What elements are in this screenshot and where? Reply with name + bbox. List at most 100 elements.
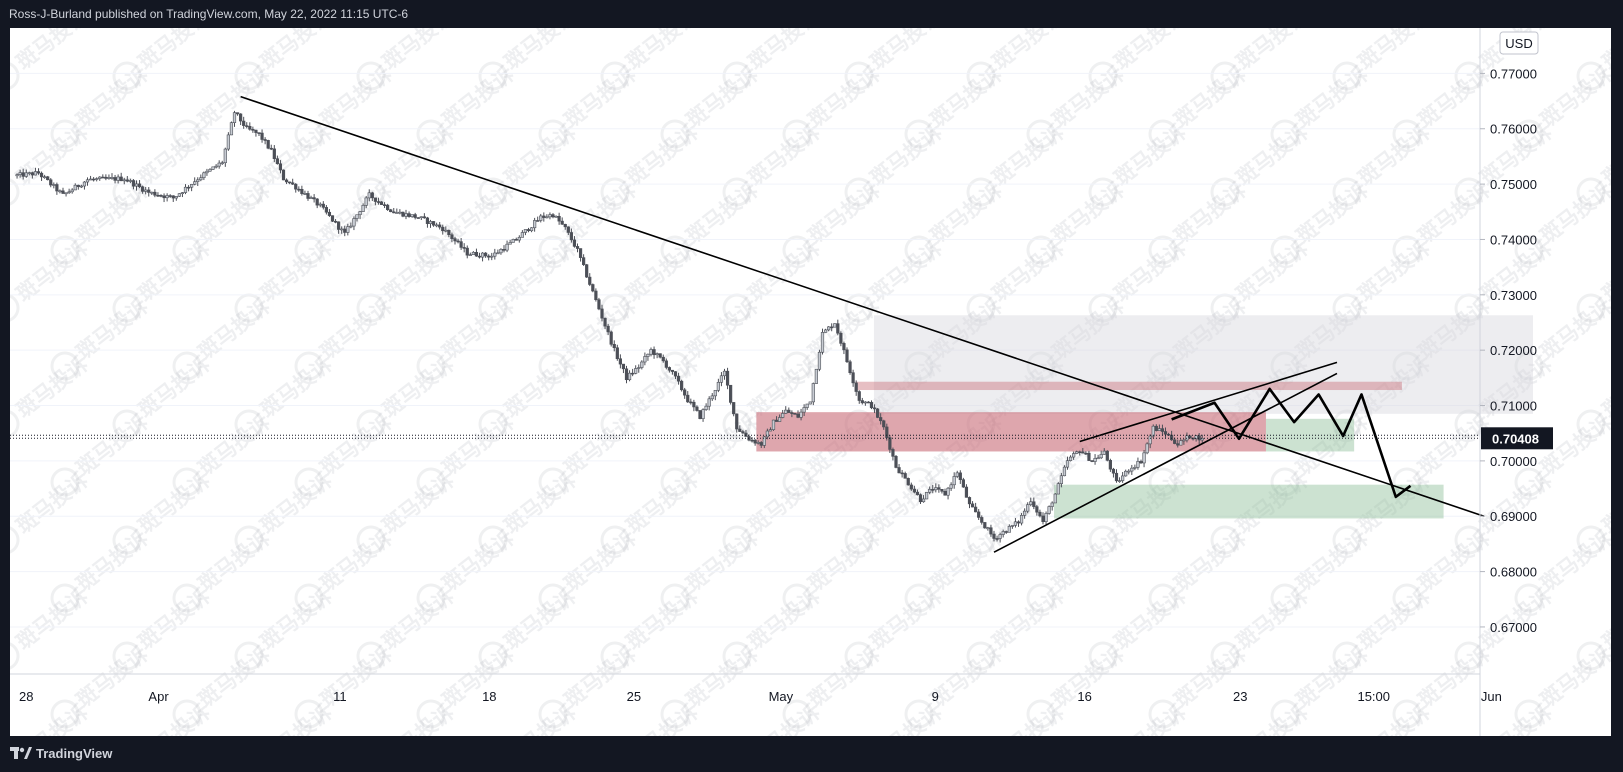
watermark-text: 斑马投诉: [1170, 526, 1251, 597]
watermark-tile: 斑马投诉: [744, 700, 825, 736]
candle-body: [229, 122, 234, 136]
tradingview-logo-icon[interactable]: [10, 747, 32, 761]
currency-badge[interactable]: [1499, 31, 1539, 55]
candle-body: [781, 413, 785, 418]
candle-body: [830, 326, 834, 329]
watermark-logo-icon: [722, 61, 752, 91]
candle-body: [242, 120, 246, 126]
candle-body: [983, 522, 987, 529]
candle-body: [585, 264, 589, 278]
candle-body: [811, 383, 815, 403]
watermark-logo-icon: [966, 61, 996, 91]
candle-body: [367, 192, 371, 199]
watermark-logo-icon: [538, 351, 568, 381]
watermark-logo-icon: [294, 583, 324, 613]
candle-body: [21, 172, 25, 177]
candle-body: [1053, 493, 1057, 504]
candle-body: [778, 417, 782, 422]
main-supply-zone: [756, 412, 1266, 452]
candle-body: [211, 166, 215, 170]
candle-body: [974, 506, 978, 513]
watermark-logo-icon: [1576, 61, 1606, 91]
candle-body: [1065, 460, 1070, 468]
candle-body: [1108, 460, 1112, 470]
candle-body: [833, 323, 837, 328]
candle-body: [64, 192, 68, 195]
candle-body: [1127, 470, 1131, 473]
candle-body: [137, 183, 142, 188]
watermark-text: 斑马投诉: [682, 62, 763, 133]
watermark-logo-icon: [722, 293, 752, 323]
watermark-text: 斑马投诉: [926, 62, 1007, 133]
footer-bar: TradingView: [0, 736, 1623, 772]
x-tick-label: 18: [482, 689, 496, 704]
candle-body: [591, 284, 595, 292]
tradingview-brand[interactable]: TradingView: [36, 746, 113, 761]
currency-label: USD: [1505, 36, 1532, 51]
watermark-text: 斑马投诉: [560, 410, 641, 481]
candle-body: [1075, 451, 1079, 454]
watermark-logo-icon: [1514, 119, 1544, 149]
candle-body: [202, 172, 206, 179]
candle-body: [30, 172, 34, 176]
watermark-text: 斑马投诉: [500, 28, 581, 74]
candle-body: [1160, 428, 1165, 432]
watermark-logo-icon: [1148, 119, 1178, 149]
candle-body: [854, 382, 858, 392]
watermark-logo-icon: [112, 293, 142, 323]
watermark-text: 斑马投诉: [1598, 700, 1611, 736]
watermark-logo-icon: [1210, 641, 1240, 671]
channel-upper-line[interactable]: [1079, 361, 1338, 443]
candle-body: [401, 211, 405, 217]
chart-area[interactable]: 斑马投诉 斑马投诉 斑马投诉 斑马投诉 斑马投诉 斑马投诉 斑马投诉 斑马投诉 斑马投诉 斑马投诉…: [10, 28, 1611, 736]
candle-body: [615, 347, 619, 360]
candle-body: [569, 232, 573, 241]
candle-body: [664, 360, 668, 368]
watermark-text: 斑马投诉: [194, 178, 275, 249]
x-tick-label: 16: [1077, 689, 1091, 704]
candle-body: [141, 186, 145, 192]
watermark-tile: 斑马投诉: [1110, 700, 1191, 736]
watermark-text: 斑马投诉: [804, 526, 885, 597]
candle-body: [523, 229, 528, 233]
candle-body: [536, 220, 540, 222]
watermark-text: 斑马投诉: [438, 178, 519, 249]
candle-body: [477, 255, 482, 258]
price-chart[interactable]: 斑马投诉 斑马投诉 斑马投诉 斑马投诉 斑马投诉 斑马投诉 斑马投诉 斑马投诉 斑马投诉 斑马投诉…: [10, 28, 1611, 736]
candle-body: [686, 394, 690, 403]
watermark-text: 斑马投诉: [622, 28, 703, 74]
candle-body: [392, 211, 396, 214]
candle-body: [1090, 460, 1094, 462]
candle-body: [67, 191, 71, 194]
watermark-logo-icon: [1088, 293, 1118, 323]
candle-body: [346, 226, 350, 233]
candle-body: [508, 242, 512, 245]
candle-body: [934, 487, 938, 491]
candle-body: [716, 381, 720, 391]
candle-body: [459, 241, 463, 248]
candle-body: [441, 226, 445, 232]
watermark-logo-icon: [538, 583, 568, 613]
candle-body: [955, 472, 959, 477]
watermark-text: 斑马投诉: [72, 526, 153, 597]
candle-body: [637, 367, 641, 369]
candle-body: [113, 177, 117, 181]
watermark-logo-icon: [1088, 61, 1118, 91]
candle-body: [738, 428, 742, 432]
candle-body: [560, 220, 564, 225]
candle-body: [1062, 466, 1067, 477]
descending-trendline[interactable]: [240, 95, 1485, 517]
watermark-logo-icon: [600, 293, 630, 323]
watermark-logo-icon: [782, 699, 812, 729]
watermark-logo-icon: [844, 61, 874, 91]
watermark-logo-icon: [478, 525, 508, 555]
candle-body: [1194, 435, 1198, 439]
last-price-layer: 0.70408: [10, 427, 1553, 450]
candle-body: [511, 239, 515, 243]
candle-body: [931, 489, 935, 491]
candle-body: [343, 228, 347, 233]
projection-path[interactable]: [1171, 387, 1412, 499]
candle-body: [55, 184, 59, 192]
candle-body: [1182, 439, 1186, 442]
candle-body: [698, 410, 702, 419]
